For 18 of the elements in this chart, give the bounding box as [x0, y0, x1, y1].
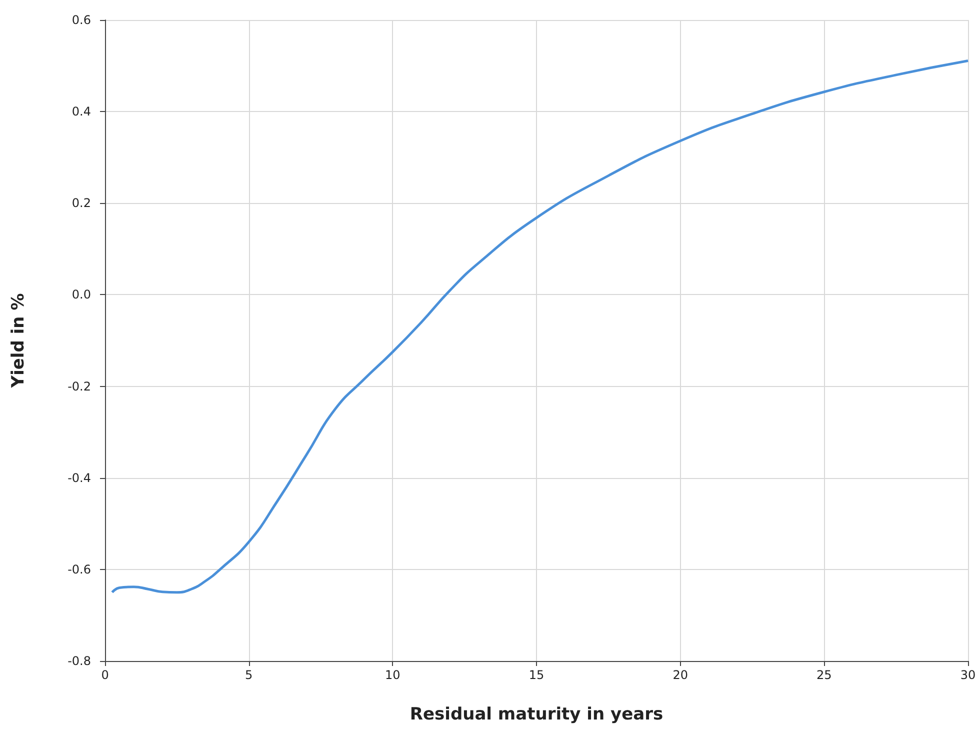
x-tick-label: 5	[245, 668, 253, 682]
y-tick-label: 0.4	[72, 104, 91, 119]
x-tick-label: 25	[816, 668, 832, 682]
x-tick-label: 0	[101, 668, 109, 682]
y-tick-label: -0.2	[68, 379, 91, 394]
y-tick-label: 0.0	[72, 288, 91, 302]
x-tick-label: 20	[672, 668, 688, 682]
x-tick-label: 15	[528, 668, 544, 682]
line-series	[110, 60, 970, 594]
y-tick-label: -0.8	[68, 654, 91, 668]
x-axis-title: Residual maturity in years	[410, 704, 664, 724]
y-tick-label: -0.4	[68, 470, 91, 485]
y-axis-title: Yield in %	[8, 293, 28, 389]
y-tick-label: -0.6	[68, 562, 91, 576]
y-tick-label: 0.6	[72, 13, 91, 27]
x-tick-label: 10	[385, 668, 400, 682]
y-tick-label: 0.2	[72, 196, 91, 210]
x-tick-label: 30	[960, 668, 976, 682]
